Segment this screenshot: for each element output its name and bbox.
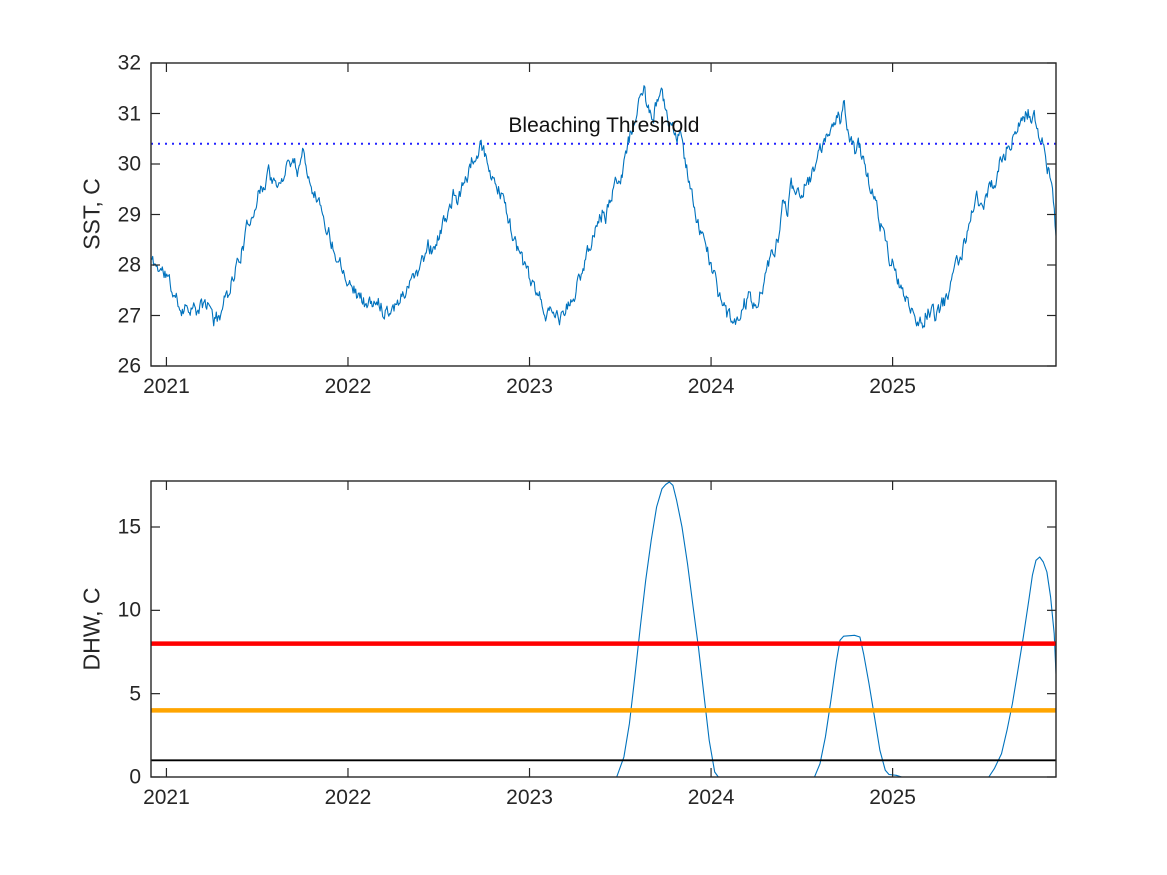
plot-area-sst	[151, 85, 1056, 329]
dhw-series	[151, 481, 1056, 777]
plot-area-dhw	[151, 481, 1056, 777]
sst-y-axis-label: SST, C	[78, 178, 105, 250]
axes-box	[150, 480, 1057, 778]
bleaching-threshold-annotation: Bleaching Threshold	[508, 113, 700, 137]
sst-daily-series	[151, 85, 1056, 329]
dhw-y-axis-label: DHW, C	[78, 587, 105, 671]
